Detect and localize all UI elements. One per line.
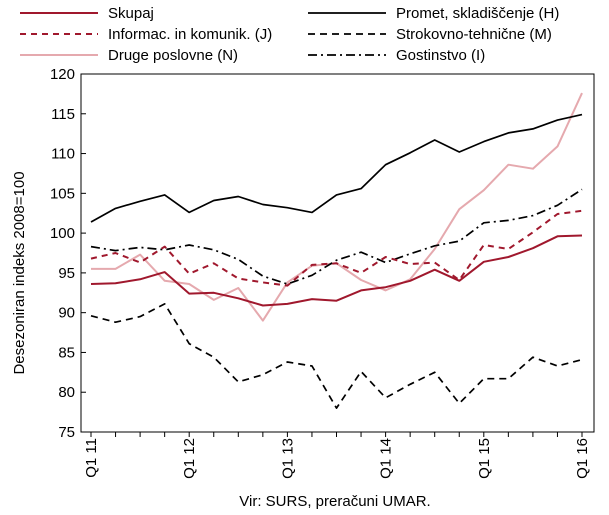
y-tick-label: 100 (50, 225, 75, 242)
x-axis: Q1 11 Q1 12 Q1 13 Q1 14 Q1 15 Q1 16 (83, 432, 591, 479)
y-tick-label: 115 (51, 106, 75, 123)
x-tick-label: Q1 14 (378, 438, 395, 479)
y-tick-label: 75 (58, 424, 75, 441)
legend-label: Skupaj (108, 5, 154, 22)
series-line-promet-skladi-enje-h (90, 113, 583, 223)
plot-area (80, 73, 595, 433)
series-layer (90, 92, 583, 409)
y-tick-label: 105 (50, 185, 75, 202)
legend: Skupaj Promet, skladiščenje (H) Informac. … (20, 5, 559, 64)
x-tick-label: Q1 16 (574, 438, 591, 479)
series-line-skupaj (90, 234, 583, 307)
legend-label: Strokovno-tehnične (M) (396, 26, 552, 43)
y-axis-label: Desezoniran indeks 2008=100 (11, 171, 28, 374)
y-tick-label: 95 (58, 265, 75, 282)
x-tick-label: Q1 13 (279, 438, 296, 479)
y-tick-label: 80 (58, 384, 75, 401)
y-axis: 75 80 85 90 95 100 105 110 115 120 (50, 66, 86, 441)
series-line-druge-poslovne-n (91, 92, 583, 322)
series-line-informac-in-komunik-j (90, 209, 583, 287)
plot-frame (80, 73, 595, 433)
y-tick-label: 90 (58, 305, 75, 322)
x-tick-label: Q1 15 (476, 438, 493, 479)
legend-label: Promet, skladiščenje (H) (396, 5, 559, 22)
x-tick-label: Q1 11 (83, 438, 100, 478)
legend-label: Druge poslovne (N) (108, 47, 238, 64)
series-line-strokovno-tehni-ne-m (90, 303, 583, 409)
y-tick-label: 85 (58, 344, 75, 361)
legend-label: Gostinstvo (I) (396, 47, 485, 64)
series-line-gostinstvo-i (90, 188, 583, 285)
legend-label: Informac. in komunik. (J) (108, 26, 272, 43)
source-note: Vir: SURS, preračuni UMAR. (239, 493, 430, 510)
y-tick-label: 110 (51, 146, 75, 163)
y-tick-label: 120 (50, 66, 75, 83)
x-tick-label: Q1 12 (181, 438, 198, 479)
